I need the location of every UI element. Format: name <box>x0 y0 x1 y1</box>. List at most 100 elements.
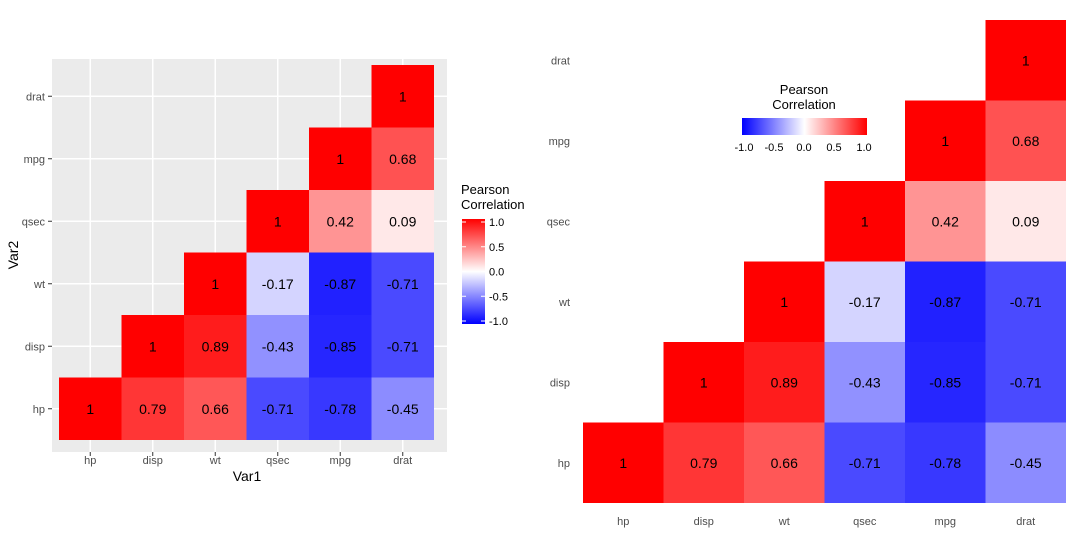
cell-label-mpg-disp: -0.85 <box>929 374 961 390</box>
heatmap-cell-qsec-wt <box>246 252 309 315</box>
heatmap-cell-drat-qsec <box>371 190 434 253</box>
heatmap-cell-disp-disp <box>121 315 184 378</box>
cell-label-disp-disp: 1 <box>700 374 708 390</box>
legend-tick-label: -0.5 <box>489 291 508 303</box>
heatmap-cell-qsec-disp <box>824 342 905 423</box>
heatmap-cell-mpg-mpg <box>905 100 986 181</box>
cell-label-drat-mpg: 0.68 <box>389 151 416 167</box>
left-legend-colorbar <box>462 219 485 324</box>
x-tick-label-mpg: mpg <box>935 516 956 528</box>
cell-label-drat-hp: -0.45 <box>1010 455 1042 471</box>
cell-label-disp-hp: 0.79 <box>139 401 166 417</box>
heatmap-cell-drat-drat <box>371 65 434 128</box>
heatmap-cell-mpg-qsec <box>905 181 986 262</box>
heatmap-cell-mpg-disp <box>309 315 372 378</box>
heatmap-cell-drat-hp <box>371 377 434 440</box>
heatmap-cell-qsec-qsec <box>824 181 905 262</box>
cell-label-qsec-wt: -0.17 <box>262 276 294 292</box>
y-tick-label-wt: wt <box>33 279 45 291</box>
cell-label-mpg-hp: -0.78 <box>324 401 356 417</box>
cell-label-mpg-mpg: 1 <box>941 133 949 149</box>
cell-label-drat-qsec: 0.09 <box>1012 213 1039 229</box>
x-tick-label-qsec: qsec <box>266 455 290 467</box>
right-x-tick-labels: hp disp wt qsec mpg drat <box>617 516 1035 528</box>
cell-label-mpg-qsec: 0.42 <box>327 213 354 229</box>
left-legend-ticks: 1.0 0.5 0.0 -0.5 -1.0 <box>462 217 508 328</box>
right-legend-ticks: -1.0 -0.5 0.0 0.5 1.0 <box>735 142 872 154</box>
heatmap-cell-drat-mpg <box>371 127 434 190</box>
cell-label-hp-hp: 1 <box>619 455 627 471</box>
x-tick-label-mpg: mpg <box>330 455 351 467</box>
cell-label-drat-disp: -0.71 <box>387 338 419 354</box>
x-tick-label-disp: disp <box>694 516 714 528</box>
right-heatmap-panel: 1 0.79 0.66 -0.71 -0.78 -0.45 1 0.89 -0.43 -0.85 -… <box>547 20 1066 528</box>
y-tick-label-wt: wt <box>558 297 570 309</box>
x-tick-label-drat: drat <box>1016 516 1035 528</box>
y-tick-label-mpg: mpg <box>549 136 570 148</box>
heatmap-cell-disp-hp <box>663 422 744 503</box>
heatmap-cell-qsec-hp <box>824 422 905 503</box>
heatmap-cell-qsec-wt <box>824 261 905 342</box>
heatmap-cell-hp-hp <box>59 377 122 440</box>
right-legend: Pearson Correlation -1.0 -0.5 0.0 0.5 1.0 <box>735 82 872 154</box>
heatmap-cell-wt-wt <box>184 252 247 315</box>
cell-label-mpg-disp: -0.85 <box>324 338 356 354</box>
y-tick-label-qsec: qsec <box>547 216 571 228</box>
right-y-tick-labels: hp disp wt qsec mpg drat <box>547 55 571 470</box>
cell-label-qsec-wt: -0.17 <box>849 294 881 310</box>
cell-label-drat-hp: -0.45 <box>387 401 419 417</box>
y-tick-label-disp: disp <box>25 341 45 353</box>
heatmap-cell-wt-hp <box>184 377 247 440</box>
heatmap-cell-hp-hp <box>583 422 664 503</box>
heatmap-cell-wt-disp <box>184 315 247 378</box>
cell-label-disp-hp: 0.79 <box>690 455 717 471</box>
left-heatmap-panel: 1 0.79 0.66 -0.71 -0.78 -0.45 1 0.89 -0.43 -0.85 -… <box>5 59 525 484</box>
x-tick-label-disp: disp <box>143 455 163 467</box>
x-tick-label-wt: wt <box>209 455 221 467</box>
cell-label-drat-wt: -0.71 <box>1010 294 1042 310</box>
legend-tick-label: 0.5 <box>489 242 504 254</box>
y-tick-label-drat: drat <box>551 55 570 67</box>
left-legend-title-line1: Pearson <box>461 182 509 197</box>
heatmap-cell-disp-hp <box>121 377 184 440</box>
heatmap-cell-drat-wt <box>371 252 434 315</box>
y-tick-label-disp: disp <box>550 377 570 389</box>
cell-label-drat-qsec: 0.09 <box>389 213 416 229</box>
cell-label-mpg-mpg: 1 <box>336 151 344 167</box>
heatmap-cell-mpg-qsec <box>309 190 372 253</box>
cell-label-wt-wt: 1 <box>780 294 788 310</box>
heatmap-cell-qsec-disp <box>246 315 309 378</box>
left-x-tick-labels: hp disp wt qsec mpg drat <box>84 452 412 467</box>
cell-label-qsec-qsec: 1 <box>861 213 869 229</box>
cell-label-qsec-disp: -0.43 <box>849 374 881 390</box>
y-tick-label-hp: hp <box>33 404 45 416</box>
legend-tick-label: -1.0 <box>489 316 508 328</box>
left-legend: Pearson Correlation 1.0 0.5 0.0 -0.5 -1.0 <box>461 182 525 328</box>
legend-tick-label: 0.0 <box>796 142 811 154</box>
x-tick-label-hp: hp <box>84 455 96 467</box>
heatmap-cell-disp-disp <box>663 342 744 423</box>
cell-label-wt-disp: 0.89 <box>771 374 798 390</box>
heatmap-cell-drat-hp <box>985 422 1066 503</box>
heatmap-cell-drat-disp <box>985 342 1066 423</box>
heatmap-cell-wt-wt <box>744 261 825 342</box>
cell-label-disp-disp: 1 <box>149 338 157 354</box>
heatmap-cell-mpg-hp <box>905 422 986 503</box>
cell-label-mpg-qsec: 0.42 <box>932 213 959 229</box>
cell-label-drat-drat: 1 <box>399 88 407 104</box>
legend-tick-label: 0.0 <box>489 267 504 279</box>
heatmap-cell-wt-disp <box>744 342 825 423</box>
x-tick-label-hp: hp <box>617 516 629 528</box>
cell-label-mpg-wt: -0.87 <box>324 276 356 292</box>
cell-label-mpg-wt: -0.87 <box>929 294 961 310</box>
heatmap-cell-drat-disp <box>371 315 434 378</box>
heatmap-cell-drat-drat <box>985 20 1066 101</box>
cell-label-wt-wt: 1 <box>211 276 219 292</box>
right-legend-title-line2: Correlation <box>772 97 836 112</box>
heatmap-cell-drat-qsec <box>985 181 1066 262</box>
left-y-tick-labels: hp disp wt qsec mpg drat <box>22 91 52 416</box>
right-legend-title-line1: Pearson <box>780 82 828 97</box>
y-tick-label-mpg: mpg <box>24 154 45 166</box>
cell-label-wt-hp: 0.66 <box>202 401 229 417</box>
cell-label-mpg-hp: -0.78 <box>929 455 961 471</box>
